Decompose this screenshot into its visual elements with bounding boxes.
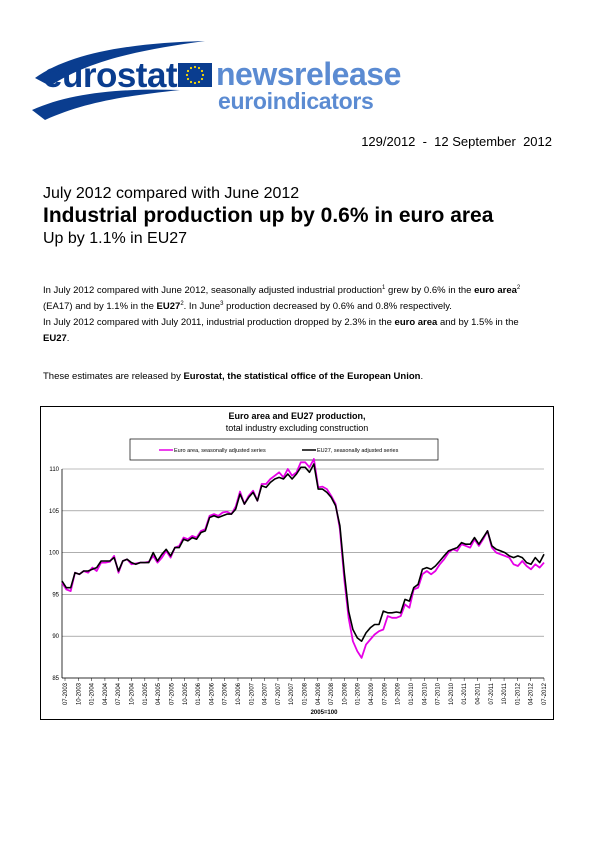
newsrelease-logo-text: newsrelease [216,56,401,92]
x-tick-label: 10-2007 [289,682,295,705]
x-tick-label: 10-2008 [342,682,348,705]
chart-x-axis: 07-2003 10-2003 01-2004 04-2004 07-2004 10-20… [62,677,548,705]
series-line-euro-area [61,458,545,659]
x-tick-label: 04-2009 [369,682,375,705]
eu27-subtitle: Up by 1.1% in EU27 [43,230,188,247]
swoosh-graphic [32,41,205,120]
x-tick-label: 01-2011 [462,682,468,704]
x-tick-label: 04-2012 [529,682,535,705]
footnote-ref: 2 [516,284,521,291]
x-tick-label: 01-2012 [515,682,521,705]
x-tick-label: 01-2006 [196,682,202,705]
eu-flag-icon [178,63,212,87]
y-tick-label: 100 [49,551,60,557]
x-tick-label: 10-2009 [396,682,402,705]
footnote-ref: 3 [220,300,224,307]
period-subtitle: July 2012 compared with June 2012 [43,185,300,202]
release-reference: 129/2012 - 12 September 2012 [361,134,552,149]
y-tick-label: 110 [49,467,59,473]
x-tick-label: 04-2008 [316,682,322,705]
y-tick-label: 105 [49,509,60,515]
x-tick-label: 04-2010 [422,682,428,705]
x-tick-label: 10-2005 [183,682,189,705]
chart-legend: Euro area, seasonally adjusted series EU… [129,438,439,461]
x-tick-label: 01-2010 [409,682,415,705]
footnote-ref: 1 [382,284,386,291]
chart-y-axis: 85 90 95 100 105 110 [49,467,63,682]
chart-title: Euro area and EU27 production, [228,411,365,421]
chart-series [61,458,545,659]
chart-frame [40,406,554,720]
paragraph-annual: In July 2012 compared with July 2011, in… [43,317,519,344]
y-tick-label: 85 [52,676,59,682]
headline: Industrial production up by 0.6% in euro… [43,204,494,227]
eurostat-logo-text: eurostat [43,56,178,95]
eurostat-logo-swoosh [30,38,220,128]
x-tick-label: 07-2007 [276,682,282,705]
x-tick-label: 07-2003 [63,682,69,705]
legend-box [129,438,439,461]
x-tick-label: 04-2006 [209,682,215,705]
x-tick-label: 07-2011 [489,682,495,704]
x-tick-label: 07-2006 [223,682,229,705]
x-tick-label: 10-2006 [236,682,242,705]
x-tick-label: 10-2011 [502,682,508,704]
x-tick-label: 07-2004 [116,682,122,705]
production-line-chart: Euro area and EU27 production, total ind… [49,411,548,716]
footnote-ref: 2 [180,300,184,307]
legend-label-euro-area: Euro area, seasonally adjusted series [174,448,266,454]
x-tick-label: 01-2005 [143,682,149,705]
x-axis-label: 2005=100 [311,710,339,716]
x-tick-label: 07-2008 [329,682,335,705]
x-tick-label: 10-2004 [130,682,136,705]
x-tick-label: 10-2010 [449,682,455,705]
legend-label-eu27: EU27, seasonally adjusted series [317,448,399,454]
chart-subtitle: total industry excluding construction [226,423,369,433]
x-tick-label: 04-2011 [475,682,481,704]
y-tick-label: 90 [52,634,59,640]
x-tick-label: 07-2005 [169,682,175,705]
x-tick-label: 07-2010 [436,682,442,705]
x-tick-label: 04-2004 [103,682,109,705]
x-tick-label: 10-2003 [76,682,82,705]
series-line-eu27 [61,463,545,642]
euroindicators-logo-text: euroindicators [218,88,374,114]
x-tick-label: 01-2008 [303,682,309,705]
chart-gridlines [62,468,544,679]
y-tick-label: 95 [52,592,59,598]
paragraph-monthly: In July 2012 compared with June 2012, se… [43,284,521,312]
x-tick-label: 01-2007 [249,682,255,705]
x-tick-label: 04-2007 [263,682,269,705]
x-tick-label: 07-2009 [382,682,388,705]
x-tick-label: 01-2009 [356,682,362,705]
x-tick-label: 04-2005 [156,682,162,705]
x-tick-label: 07-2012 [542,682,548,705]
x-tick-label: 01-2004 [90,682,96,705]
eu-stars-graphic [185,65,205,85]
paragraph-source: These estimates are released by Eurostat… [43,371,424,382]
